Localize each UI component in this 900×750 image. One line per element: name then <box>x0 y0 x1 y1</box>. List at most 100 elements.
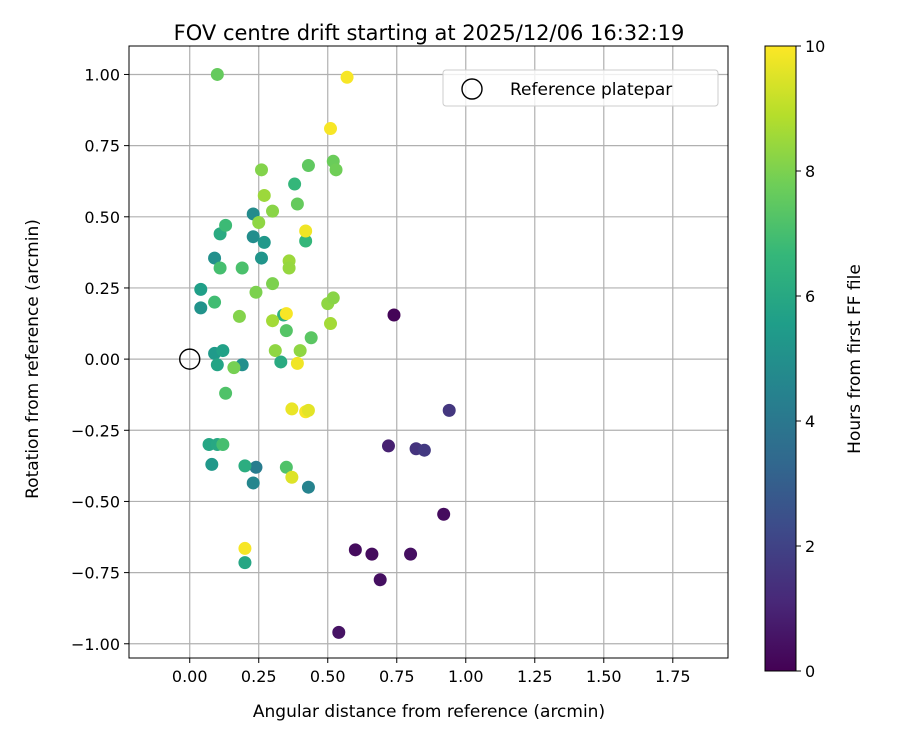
colorbar-tick-label: 6 <box>805 287 815 306</box>
data-point <box>417 443 431 457</box>
x-tick-label: 1.25 <box>517 667 553 686</box>
data-point <box>290 197 304 211</box>
data-point <box>279 324 293 338</box>
legend-label: Reference platepar <box>510 80 672 100</box>
data-point <box>437 507 451 521</box>
data-point <box>219 218 233 232</box>
data-point <box>301 159 315 173</box>
y-axis-ticks: −1.00 −0.75 −0.50 −0.25 0.00 0.25 0.50 0.75 1.00 <box>71 65 129 654</box>
data-point <box>387 308 401 322</box>
y-tick-label: −0.25 <box>71 421 120 440</box>
data-point <box>274 355 288 369</box>
plot-frame <box>128 45 729 659</box>
y-axis-label: Rotation from reference (arcmin) <box>23 219 43 499</box>
colorbar-tick-label: 2 <box>805 537 815 556</box>
data-point <box>373 573 387 587</box>
y-tick-label: −0.50 <box>71 492 120 511</box>
data-point <box>246 476 260 490</box>
reference-platepar-marker <box>179 348 201 370</box>
colorbar-tick-label: 8 <box>805 162 815 181</box>
chart-title: FOV centre drift starting at 2025/12/06 … <box>174 21 685 45</box>
data-point <box>249 285 263 299</box>
data-point <box>301 480 315 494</box>
data-point <box>299 224 313 238</box>
x-tick-label: 0.50 <box>310 667 346 686</box>
data-point <box>304 331 318 345</box>
data-point <box>301 403 315 417</box>
data-point <box>404 547 418 561</box>
data-point <box>254 251 268 265</box>
y-tick-label: 0.00 <box>84 350 120 369</box>
data-point <box>257 188 271 202</box>
data-point <box>324 317 338 331</box>
colorbar-ticks: 0 2 4 6 8 10 <box>796 37 825 681</box>
data-point <box>442 403 456 417</box>
data-point <box>324 122 338 136</box>
data-point <box>299 234 313 248</box>
data-point <box>227 361 241 375</box>
data-point <box>205 457 219 471</box>
colorbar: 0 2 4 6 8 10 Hours from first FF file <box>764 37 865 681</box>
data-point <box>332 625 346 639</box>
y-tick-label: 0.75 <box>84 137 120 156</box>
x-axis-ticks: 0.00 0.25 0.50 0.75 1.00 1.25 1.50 1.75 <box>172 658 691 686</box>
data-point <box>381 439 395 453</box>
data-point <box>254 163 268 177</box>
data-point <box>279 307 293 321</box>
data-point <box>288 177 302 191</box>
data-point <box>238 541 252 555</box>
x-tick-label: 1.00 <box>448 667 484 686</box>
data-point <box>213 261 227 275</box>
legend: Reference platepar <box>442 69 719 107</box>
legend-box <box>442 69 719 107</box>
data-point <box>194 282 208 296</box>
data-point <box>285 402 299 416</box>
x-tick-label: 0.25 <box>241 667 277 686</box>
data-point <box>246 230 260 244</box>
data-point <box>235 261 249 275</box>
data-point <box>285 470 299 484</box>
data-point <box>194 301 208 315</box>
x-tick-label: 0.00 <box>172 667 208 686</box>
data-point <box>326 291 340 305</box>
colorbar-gradient <box>764 45 797 672</box>
data-point <box>210 358 224 372</box>
grid <box>129 46 728 658</box>
data-point <box>238 459 252 473</box>
data-point <box>238 556 252 570</box>
data-point <box>266 204 280 218</box>
x-tick-label: 0.75 <box>379 667 415 686</box>
data-point <box>290 356 304 370</box>
data-point <box>210 67 224 81</box>
data-point <box>216 344 230 358</box>
data-point <box>249 460 263 474</box>
data-point <box>252 215 266 229</box>
y-tick-label: −1.00 <box>71 635 120 654</box>
colorbar-tick-label: 0 <box>805 662 815 681</box>
data-point <box>282 261 296 275</box>
colorbar-tick-label: 10 <box>805 37 825 56</box>
legend-marker-icon <box>461 78 483 100</box>
colorbar-label: Hours from first FF file <box>845 264 865 454</box>
data-point <box>365 547 379 561</box>
y-tick-label: 0.25 <box>84 279 120 298</box>
data-point <box>266 314 280 328</box>
y-tick-label: −0.75 <box>71 564 120 583</box>
colorbar-tick-label: 4 <box>805 412 815 431</box>
x-tick-label: 1.75 <box>655 667 691 686</box>
y-tick-label: 0.50 <box>84 208 120 227</box>
y-tick-label: 1.00 <box>84 65 120 84</box>
data-point <box>266 277 280 291</box>
x-tick-label: 1.50 <box>586 667 622 686</box>
x-axis-label: Angular distance from reference (arcmin) <box>253 702 605 722</box>
data-point <box>208 251 222 265</box>
data-point <box>257 235 271 249</box>
data-point <box>340 70 354 84</box>
data-point <box>279 460 293 474</box>
data-points <box>194 67 456 639</box>
data-point <box>329 163 343 177</box>
data-point <box>268 344 282 358</box>
data-point <box>293 344 307 358</box>
